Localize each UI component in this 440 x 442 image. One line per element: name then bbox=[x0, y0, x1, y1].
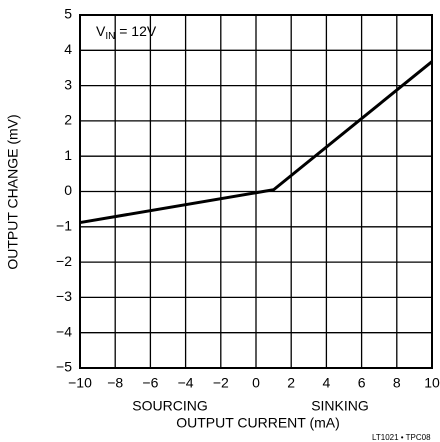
sourcing-label: SOURCING bbox=[132, 398, 207, 414]
x-tick-label: 6 bbox=[358, 375, 366, 391]
x-axis-label: OUTPUT CURRENT (mA) bbox=[176, 415, 340, 431]
y-tick-label: 0 bbox=[64, 182, 72, 198]
annotation: VIN = 12V bbox=[96, 23, 157, 42]
y-tick-label: 2 bbox=[64, 112, 72, 128]
x-tick-label: −10 bbox=[68, 375, 92, 391]
x-tick-label: −4 bbox=[178, 375, 194, 391]
y-tick-label: −5 bbox=[56, 359, 72, 375]
annotation-sub: IN bbox=[105, 31, 115, 42]
x-tick-label: 2 bbox=[287, 375, 295, 391]
x-tick-label: 0 bbox=[252, 375, 260, 391]
x-tick-label: −6 bbox=[142, 375, 158, 391]
y-tick-label: 3 bbox=[64, 76, 72, 92]
plot-frame bbox=[79, 14, 433, 369]
annotation-main: V bbox=[96, 23, 106, 39]
footnote: LT1021 • TPC08 bbox=[372, 433, 431, 442]
x-tick-label: 8 bbox=[393, 375, 401, 391]
x-tick-label: 4 bbox=[323, 375, 331, 391]
y-axis-label: OUTPUT CHANGE (mV) bbox=[5, 114, 21, 269]
x-tick-label: −8 bbox=[107, 375, 123, 391]
y-tick-label: 5 bbox=[64, 6, 72, 22]
annotation-rest: = 12V bbox=[115, 23, 157, 39]
y-tick-label: 1 bbox=[64, 147, 72, 163]
sinking-label: SINKING bbox=[311, 398, 369, 414]
y-tick-label: 4 bbox=[64, 41, 72, 57]
y-tick-label: −2 bbox=[56, 253, 72, 269]
x-tick-label: −2 bbox=[213, 375, 229, 391]
y-tick-label: −1 bbox=[56, 218, 72, 234]
y-tick-label: −3 bbox=[56, 288, 72, 304]
data-line bbox=[79, 60, 433, 225]
x-tick-label: 10 bbox=[424, 375, 440, 391]
y-tick-label: −4 bbox=[56, 323, 72, 339]
